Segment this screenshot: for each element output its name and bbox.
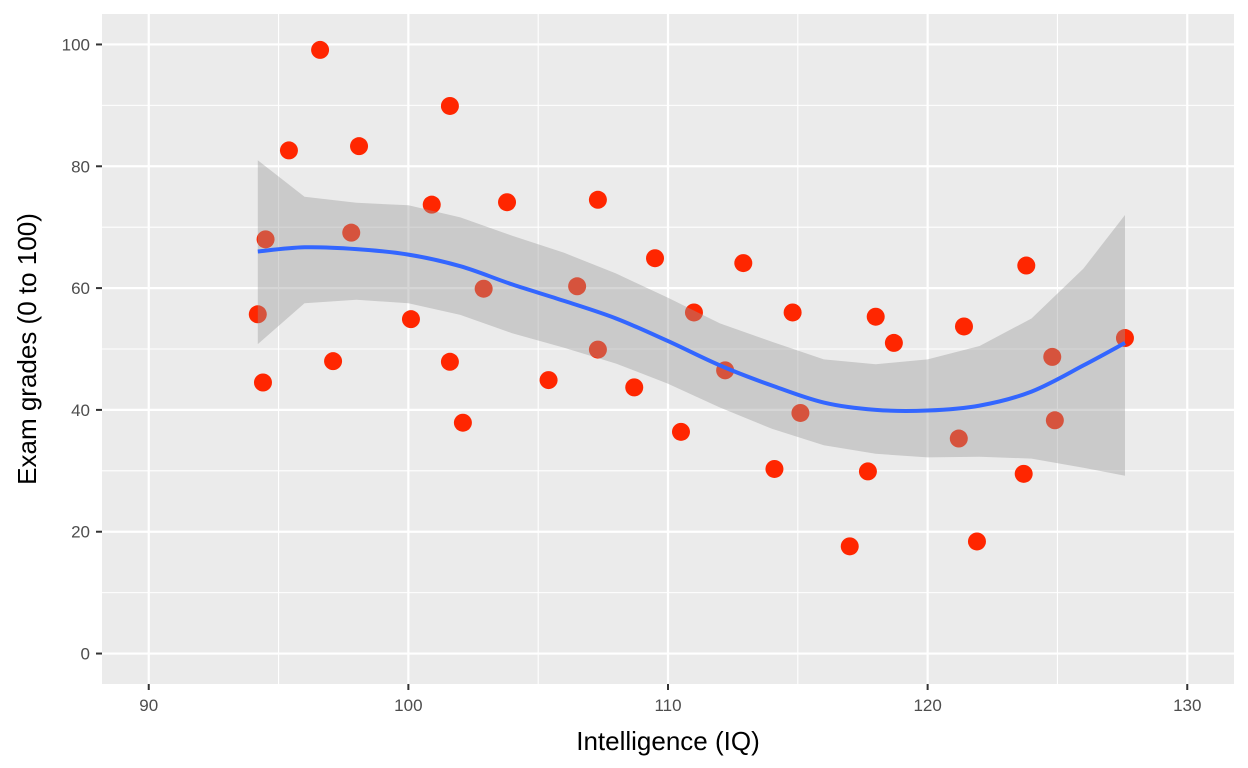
data-point	[342, 223, 361, 242]
data-point	[671, 422, 690, 441]
data-point	[791, 403, 810, 422]
data-point	[279, 141, 298, 160]
data-point	[1045, 411, 1064, 430]
data-point	[734, 254, 753, 273]
x-tick-label: 110	[654, 696, 681, 715]
data-point	[539, 371, 558, 390]
data-point	[858, 462, 877, 481]
data-point	[765, 459, 784, 478]
data-point	[498, 193, 517, 212]
grid-major	[102, 14, 1234, 684]
data-point	[783, 303, 802, 322]
data-point	[967, 532, 986, 551]
data-point	[440, 96, 459, 115]
data-point	[1017, 256, 1036, 275]
data-point	[401, 310, 420, 329]
data-point	[1014, 464, 1033, 483]
y-tick-label: 100	[62, 35, 90, 54]
data-point	[588, 340, 607, 359]
data-point	[568, 277, 587, 296]
data-point	[1115, 329, 1134, 348]
data-point	[248, 305, 267, 324]
data-point	[440, 352, 459, 371]
data-point	[311, 40, 330, 59]
data-point	[1043, 347, 1062, 366]
y-tick-label: 60	[71, 279, 90, 298]
y-tick-labels: 0 20 40 60 80 100	[62, 35, 90, 663]
data-point	[949, 429, 968, 448]
data-point	[625, 378, 644, 397]
data-point	[474, 279, 493, 298]
axis-ticks	[96, 43, 1189, 690]
data-point	[646, 249, 665, 268]
data-point	[422, 195, 441, 214]
x-tick-label: 90	[139, 696, 158, 715]
smooth-line	[257, 245, 1126, 413]
data-point	[840, 537, 859, 556]
data-points	[248, 40, 1134, 556]
y-tick-label: 0	[81, 645, 90, 664]
x-tick-labels: 90 100 110 120 130	[139, 696, 1201, 715]
data-point	[884, 333, 903, 352]
data-point	[256, 230, 275, 249]
data-point	[954, 317, 973, 336]
confidence-ribbon	[257, 160, 1125, 476]
y-tick-label: 80	[71, 157, 90, 176]
y-tick-label: 40	[71, 401, 90, 420]
data-point	[350, 137, 369, 156]
x-tick-label: 100	[394, 696, 422, 715]
data-point	[684, 303, 703, 322]
data-point	[866, 307, 885, 326]
x-tick-label: 130	[1173, 696, 1201, 715]
x-axis-title: Intelligence (IQ)	[576, 726, 760, 756]
y-tick-label: 20	[71, 523, 90, 542]
y-axis-title: Exam grades (0 to 100)	[12, 213, 42, 485]
data-point	[453, 413, 472, 432]
data-point	[588, 190, 607, 209]
data-point	[324, 352, 343, 371]
data-point	[253, 373, 272, 392]
x-tick-label: 120	[913, 696, 941, 715]
